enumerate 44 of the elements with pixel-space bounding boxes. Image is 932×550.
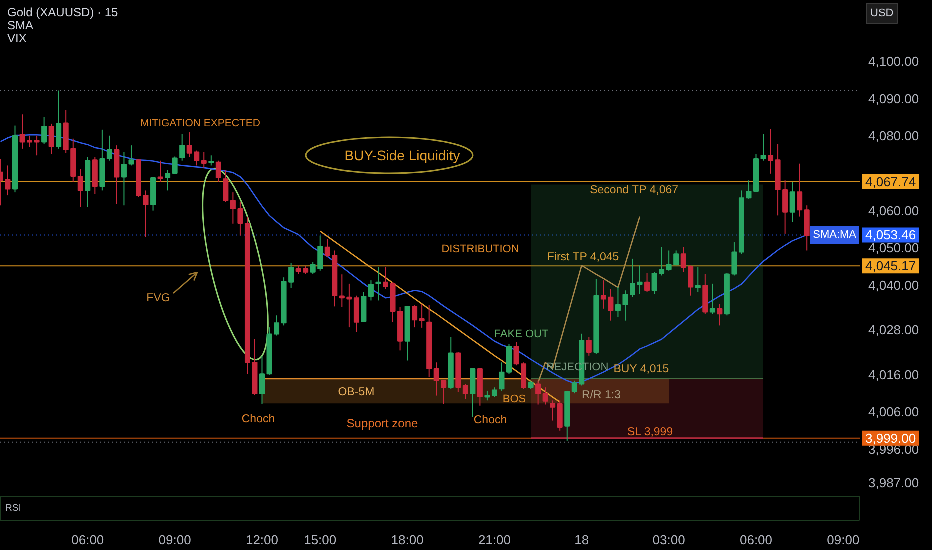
annotation: Choch: [474, 414, 508, 426]
annotation: FAKE OUT: [494, 328, 549, 340]
annotation: BUY-Side Liquidity: [344, 148, 460, 164]
y-tick-label: 4,080.00: [868, 128, 920, 144]
annotation: FVG: [146, 292, 170, 304]
annotation: BUY 4,015: [614, 364, 670, 376]
annotation: SMA: [8, 18, 34, 32]
annotation: DISTRIBUTION: [442, 244, 520, 256]
x-tick-label: 03:00: [652, 532, 686, 548]
x-tick-label: 09:00: [158, 532, 192, 548]
y-tick-label: 3,987.00: [868, 476, 920, 491]
y-tick-label: 4,100.00: [868, 54, 920, 70]
chart-title: Gold (XAUUSD) · 15: [8, 6, 119, 20]
y-tick-label: 4,040.00: [868, 278, 920, 293]
y-tick-label: 4,050.00: [868, 240, 920, 256]
annotation: BOS: [502, 394, 526, 406]
ref-line-label: 4,067.74: [866, 174, 916, 190]
x-tick-label: 06:00: [740, 532, 773, 548]
annotation: VIX: [8, 32, 27, 46]
x-tick-label: 12:00: [246, 532, 279, 548]
y-tick-label: 4,090.00: [868, 91, 920, 106]
annotation: First TP 4,045: [547, 252, 620, 264]
x-tick-label: 18: [574, 532, 590, 548]
x-tick-label: 15:00: [304, 532, 337, 548]
y-axis-title: USD: [870, 8, 894, 20]
y-tick-label: 4,028.00: [868, 322, 920, 338]
x-tick-label: 06:00: [72, 532, 104, 548]
ref-line-label: 4,045.17: [866, 258, 916, 274]
annotation: MITIGATION EXPECTED: [140, 118, 261, 130]
y-tick-label: 4,060.00: [868, 203, 920, 218]
series-label: SMA:MA: [813, 229, 858, 242]
annotation: R/R 1:3: [582, 390, 622, 402]
ref-line-label: 4,053.46: [866, 228, 916, 243]
y-tick-label: 4,016.00: [868, 367, 920, 382]
annotation: Choch: [242, 414, 276, 426]
x-tick-label: 21:00: [478, 532, 511, 548]
annotation: OB-5M: [338, 386, 375, 398]
y-tick-label: 4,006.00: [868, 404, 920, 420]
x-tick-label: 18:00: [391, 532, 424, 548]
text: RSI: [6, 503, 22, 514]
x-tick-label: 09:00: [827, 532, 860, 548]
annotation: SL 3,999: [627, 426, 674, 438]
annotation: Support zone: [346, 416, 419, 430]
annotation: Second TP 4,067: [590, 184, 679, 196]
